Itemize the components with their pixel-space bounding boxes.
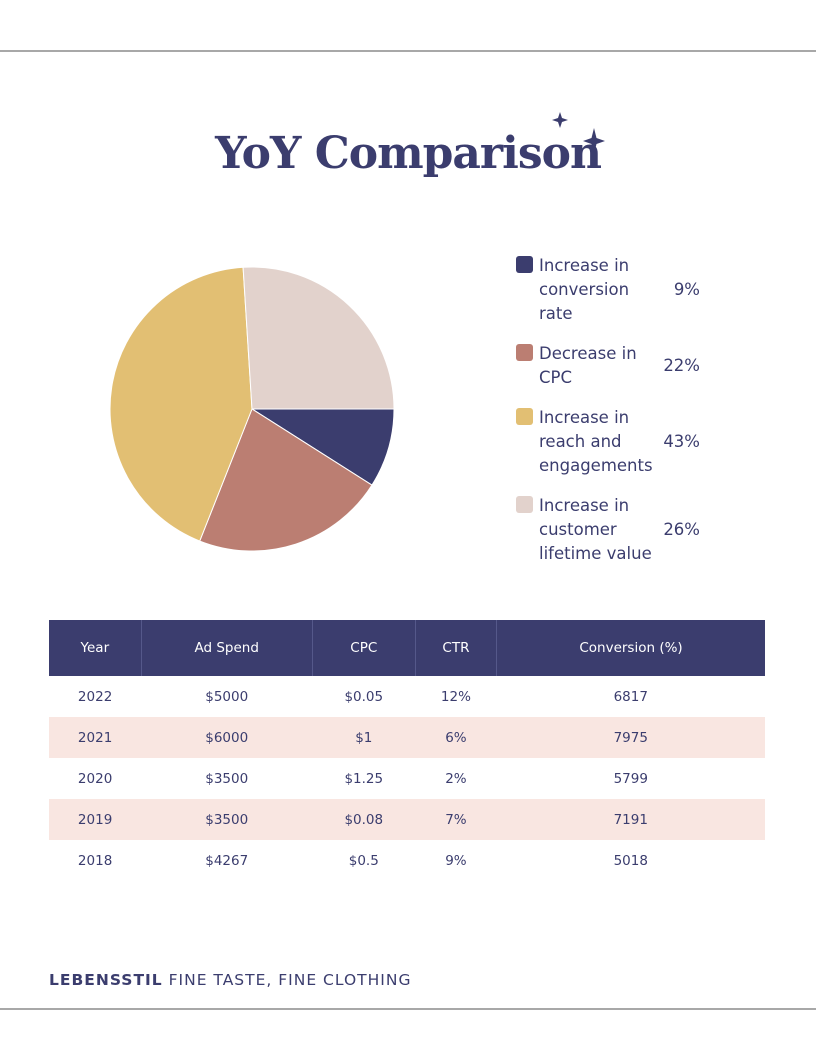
table-row: 2020 $3500 $1.25 2% 5799 [49,758,765,799]
table-cell: 6% [415,717,497,758]
table-cell: 2022 [77,688,113,705]
column-header: Ad Spend [140,620,313,676]
table-cell: 7% [415,799,497,840]
pie-chart [109,266,395,552]
table-cell: 7975 [496,717,765,758]
legend-label: Increase in conversion rate [539,256,630,323]
table-row: 2022 $5000 $0.05 12% 6817 [49,676,765,717]
table-cell: 9% [445,852,467,869]
table-cell: $3500 [141,799,313,840]
brand-name: LEBENSSTIL [49,971,163,989]
table-cell: $0.05 [344,688,384,705]
pie-slice-0 [250,408,395,486]
page-title: YoY Comparison [215,128,602,179]
table-cell: 2021 [49,717,142,758]
table-cell: 12% [440,688,471,705]
table-cell: 5018 [613,852,648,869]
footer: LEBENSSTIL FINE TASTE, FINE CLOTHING [49,971,411,989]
legend-value: 43% [663,432,700,451]
table-cell: $0.5 [348,852,379,869]
table-cell: 2019 [49,799,142,840]
legend-value: 9% [673,280,700,299]
legend-value: 26% [663,520,700,539]
column-header: Conversion (%) [496,620,765,676]
column-header: CTR [414,620,497,676]
table-cell: 6817 [613,688,648,705]
table-row: 2021 $6000 $1 6% 7975 [49,717,765,758]
table-cell: $1.25 [344,770,384,787]
legend-label: Decrease in CPC [539,344,637,387]
table-row: 2019 $3500 $0.08 7% 7191 [49,799,765,840]
sparkle-icon [552,112,605,154]
table-cell: 2020 [77,770,113,787]
table-cell: 7191 [496,799,765,840]
table-cell: 2018 [77,852,113,869]
table-cell: 5799 [613,770,648,787]
table-cell: $5000 [205,688,249,705]
legend-swatch [516,344,533,361]
top-divider [0,50,816,52]
legend-value: 22% [663,356,700,375]
pie-slice-2 [109,266,253,542]
legend-label: Increase in reach and engagements [539,408,653,475]
column-header: CPC [311,620,416,676]
bottom-divider [0,1008,816,1010]
table-cell: $0.08 [312,799,416,840]
table-cell: $6000 [141,717,313,758]
table-cell: $1 [312,717,416,758]
legend-swatch [516,408,533,425]
pie-slice-1 [199,408,373,552]
tagline: FINE TASTE, FINE CLOTHING [168,971,412,989]
table-row: 2018 $4267 $0.5 9% 5018 [49,840,765,881]
table-cell: $3500 [205,770,249,787]
pie-slice-3 [242,266,395,410]
table-cell: $4267 [205,852,249,869]
column-header: Year [49,620,142,676]
table-cell: 2% [445,770,467,787]
legend-swatch [516,256,533,273]
legend-swatch [516,496,533,513]
data-table: Year Ad Spend CPC CTR Conversion (%) 2022 $50… [49,620,765,881]
legend-label: Increase in customer lifetime value [539,496,652,563]
